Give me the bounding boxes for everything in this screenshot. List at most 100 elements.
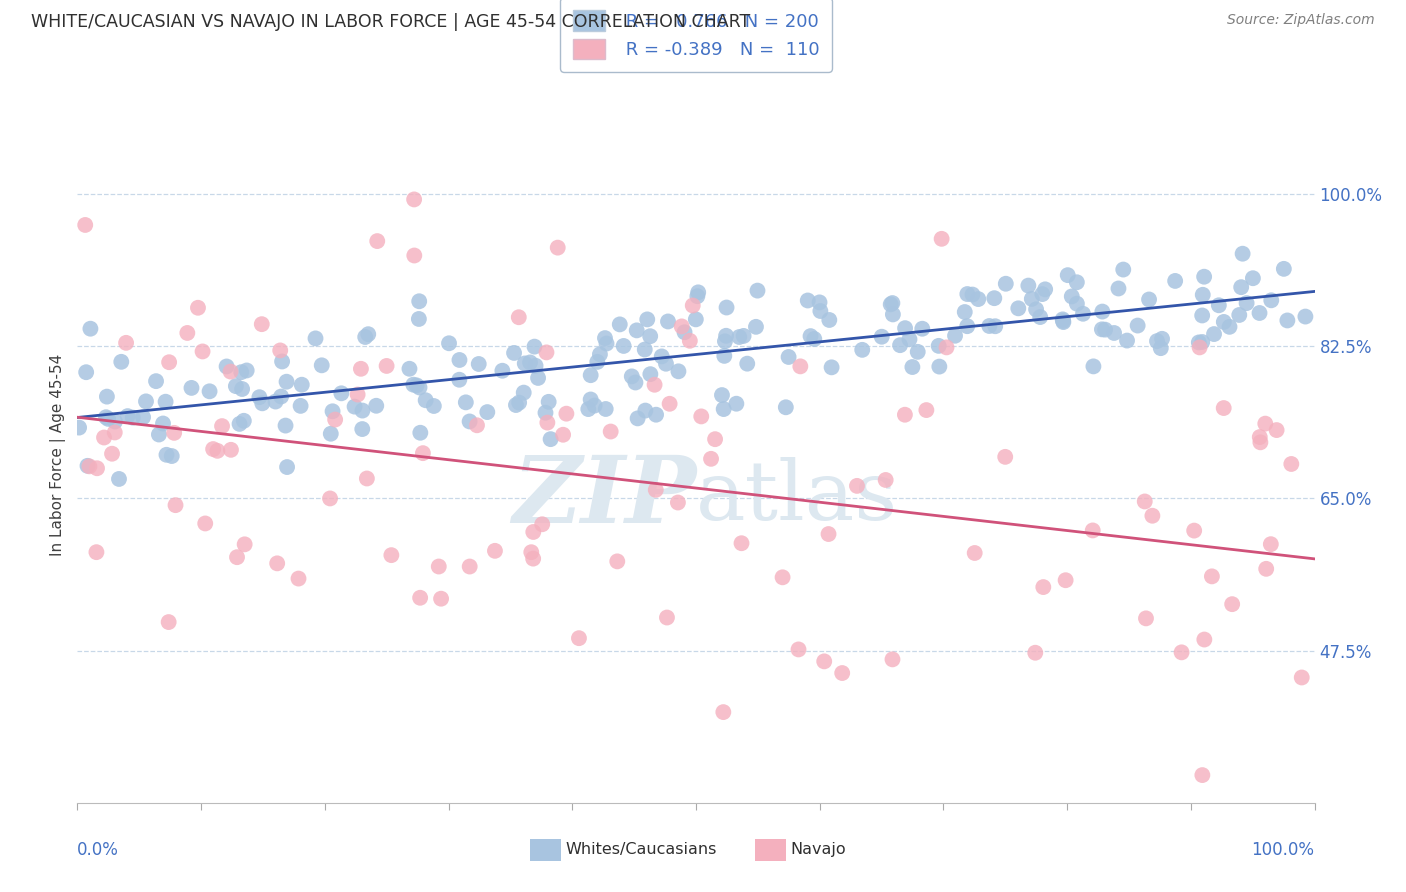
- Point: [252, 396, 274, 410]
- Point: [1150, 341, 1173, 355]
- Point: [322, 404, 344, 418]
- Point: [568, 631, 591, 645]
- Point: [882, 296, 904, 310]
- Point: [366, 234, 388, 248]
- Point: [818, 313, 841, 327]
- Point: [352, 403, 374, 417]
- Point: [688, 285, 710, 300]
- Point: [152, 417, 174, 431]
- Point: [1260, 537, 1282, 551]
- Point: [710, 388, 733, 402]
- Point: [820, 360, 842, 375]
- Point: [108, 472, 131, 486]
- Point: [1146, 334, 1168, 348]
- Text: Navajo: Navajo: [790, 842, 846, 856]
- Point: [352, 422, 374, 436]
- Point: [157, 615, 180, 629]
- Point: [714, 334, 737, 349]
- Point: [1202, 327, 1225, 342]
- Point: [713, 349, 735, 363]
- Point: [1182, 524, 1205, 538]
- Point: [536, 345, 558, 359]
- Point: [673, 325, 696, 339]
- Point: [1071, 307, 1094, 321]
- Point: [484, 544, 506, 558]
- Point: [522, 551, 544, 566]
- Point: [323, 412, 346, 426]
- Point: [1142, 508, 1164, 523]
- Point: [928, 359, 950, 374]
- Point: [1107, 281, 1129, 295]
- Point: [1220, 597, 1243, 611]
- Point: [685, 312, 707, 326]
- Point: [1188, 340, 1211, 354]
- Point: [1260, 293, 1282, 308]
- Point: [163, 425, 186, 440]
- Point: [714, 328, 737, 343]
- Point: [110, 355, 132, 369]
- Point: [180, 381, 202, 395]
- Point: [346, 387, 368, 401]
- Point: [202, 442, 225, 456]
- Point: [508, 310, 530, 325]
- Point: [638, 329, 661, 343]
- Point: [1056, 268, 1078, 282]
- Point: [135, 394, 157, 409]
- Point: [634, 343, 657, 357]
- Point: [423, 399, 446, 413]
- Point: [215, 359, 238, 374]
- Point: [657, 314, 679, 328]
- Point: [803, 332, 825, 346]
- Point: [1066, 275, 1088, 289]
- Point: [491, 364, 513, 378]
- Point: [576, 402, 599, 417]
- Point: [1033, 282, 1056, 296]
- Point: [235, 363, 257, 377]
- Point: [408, 294, 430, 309]
- Point: [889, 338, 911, 352]
- Point: [157, 355, 180, 369]
- Point: [465, 418, 488, 433]
- Point: [76, 458, 98, 473]
- Point: [1212, 401, 1234, 415]
- Point: [225, 379, 247, 393]
- Point: [1249, 306, 1271, 320]
- Point: [187, 301, 209, 315]
- Point: [1241, 271, 1264, 285]
- Text: atlas: atlas: [696, 457, 898, 537]
- Point: [551, 427, 574, 442]
- Point: [477, 405, 499, 419]
- Point: [231, 365, 253, 379]
- Point: [713, 402, 735, 417]
- Point: [668, 364, 690, 378]
- Point: [343, 400, 366, 414]
- Point: [1083, 359, 1105, 374]
- Point: [458, 559, 481, 574]
- Point: [409, 591, 432, 605]
- Point: [454, 395, 477, 409]
- Point: [655, 610, 678, 624]
- Point: [1150, 332, 1173, 346]
- Point: [380, 548, 402, 562]
- Point: [522, 524, 544, 539]
- Point: [304, 331, 326, 345]
- Point: [132, 410, 155, 425]
- Point: [155, 448, 177, 462]
- Point: [682, 298, 704, 312]
- Point: [165, 498, 187, 512]
- Point: [725, 397, 748, 411]
- Point: [728, 330, 751, 344]
- Point: [1133, 494, 1156, 508]
- Point: [1208, 298, 1230, 312]
- Point: [311, 359, 333, 373]
- Point: [523, 340, 546, 354]
- Point: [1112, 262, 1135, 277]
- Point: [415, 393, 437, 408]
- Point: [405, 378, 427, 392]
- Point: [894, 321, 917, 335]
- Point: [606, 554, 628, 568]
- Point: [813, 654, 835, 668]
- Point: [1188, 335, 1211, 350]
- Point: [716, 301, 738, 315]
- Point: [520, 545, 543, 559]
